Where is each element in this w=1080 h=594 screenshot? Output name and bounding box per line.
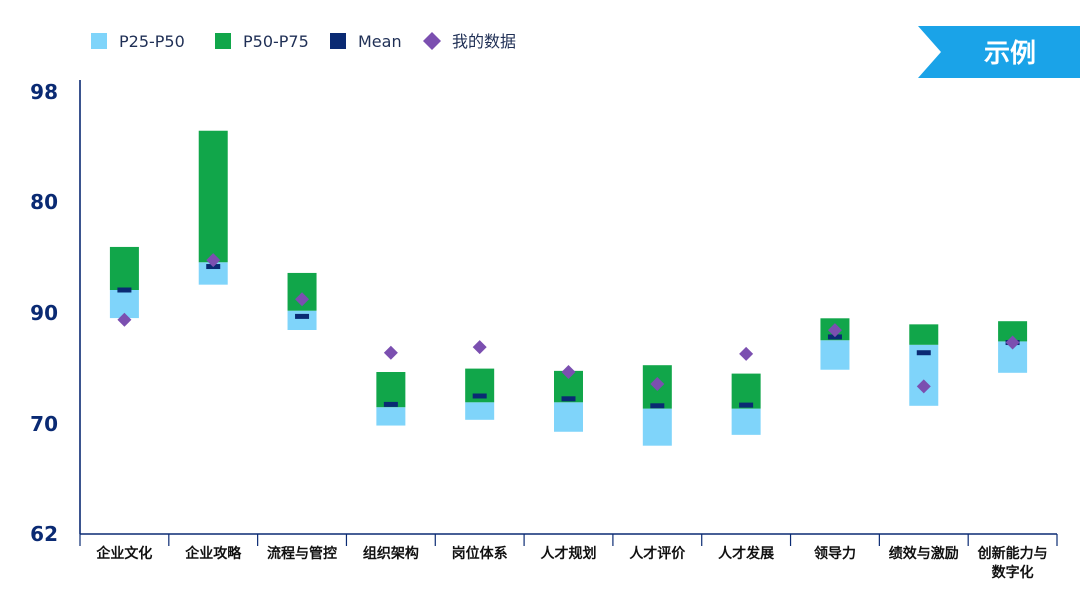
my-data-marker <box>295 292 310 307</box>
my-data-marker <box>739 346 754 361</box>
my-data-marker <box>650 377 665 391</box>
mean-marker <box>916 350 931 356</box>
mean-marker <box>561 396 576 402</box>
legend-swatch-icon <box>91 33 107 49</box>
legend-label: P25-P50 <box>119 32 185 51</box>
y-tick-label: 98 <box>30 80 58 104</box>
x-tick-label: 岗位体系 <box>452 545 508 562</box>
mean-marker <box>295 313 310 319</box>
x-tick-label: 人才评价 <box>629 545 686 562</box>
legend-label: P50-P75 <box>243 32 309 51</box>
bar-p25-p50 <box>731 408 761 435</box>
my-data-marker <box>1005 335 1020 350</box>
my-data-marker <box>206 253 221 268</box>
legend-item: Mean <box>330 32 402 51</box>
legend-diamond-icon <box>423 32 441 50</box>
x-tick-label: 领导力 <box>814 545 856 562</box>
y-tick-label: 70 <box>30 412 58 436</box>
legend: P25-P50 P50-P75 Mean 我的数据 <box>91 32 516 51</box>
x-tick-label: 人才规划 <box>541 545 597 562</box>
bar-p25-p50 <box>820 340 850 370</box>
bar-p50-p75 <box>998 321 1028 342</box>
bar-p25-p50 <box>465 402 495 420</box>
my-data-marker <box>827 323 842 338</box>
legend-swatch-icon <box>330 33 346 49</box>
legend-label: Mean <box>358 32 402 51</box>
example-banner: 示例 <box>918 26 1080 78</box>
bar-p50-p75 <box>376 372 406 408</box>
bar-p50-p75 <box>909 324 939 345</box>
my-data-marker <box>561 365 576 379</box>
y-tick-label: 62 <box>30 522 58 546</box>
legend-swatch-icon <box>215 33 231 49</box>
mean-marker <box>117 287 132 293</box>
bar-p50-p75 <box>198 130 228 263</box>
bar-p25-p50 <box>554 402 583 432</box>
x-tick-label: 企业攻略 <box>184 545 242 562</box>
mean-marker <box>650 403 665 409</box>
my-data-marker <box>117 312 132 327</box>
mean-marker <box>472 393 487 399</box>
plot-area <box>109 130 1028 446</box>
y-tick-label: 80 <box>30 190 58 214</box>
legend-item: P50-P75 <box>215 32 309 51</box>
x-tick-label: 创新能力与数字化 <box>977 545 1048 581</box>
banner-background <box>918 26 1080 78</box>
my-data-marker <box>383 345 398 360</box>
x-tick-label: 流程与管控 <box>267 545 337 562</box>
bar-p25-p50 <box>287 310 317 330</box>
x-tick-label: 人才发展 <box>718 545 774 562</box>
legend-label: 我的数据 <box>452 32 516 51</box>
bar-p25-p50 <box>642 408 672 446</box>
x-tick-label: 组织架构 <box>363 545 419 562</box>
bar-p25-p50 <box>376 407 406 426</box>
legend-item: 我的数据 <box>423 32 516 51</box>
x-tick-label: 企业文化 <box>95 545 152 562</box>
axes: 98 80 90 70 62 企业文化 企业攻略 流程与管控 组织架构 岗位体系 人才规划 人才评价 人… <box>30 80 1058 581</box>
bar-p50-p75 <box>109 246 139 290</box>
bar-p25-p50 <box>198 262 228 285</box>
my-data-marker <box>916 379 931 394</box>
banner-label: 示例 <box>984 39 1036 69</box>
my-data-marker <box>472 340 487 355</box>
x-tick-label: 绩效与激励 <box>889 545 959 562</box>
legend-item: P25-P50 <box>91 32 185 51</box>
y-tick-label: 90 <box>30 301 58 325</box>
mean-marker <box>383 401 398 407</box>
mean-marker <box>739 402 754 408</box>
